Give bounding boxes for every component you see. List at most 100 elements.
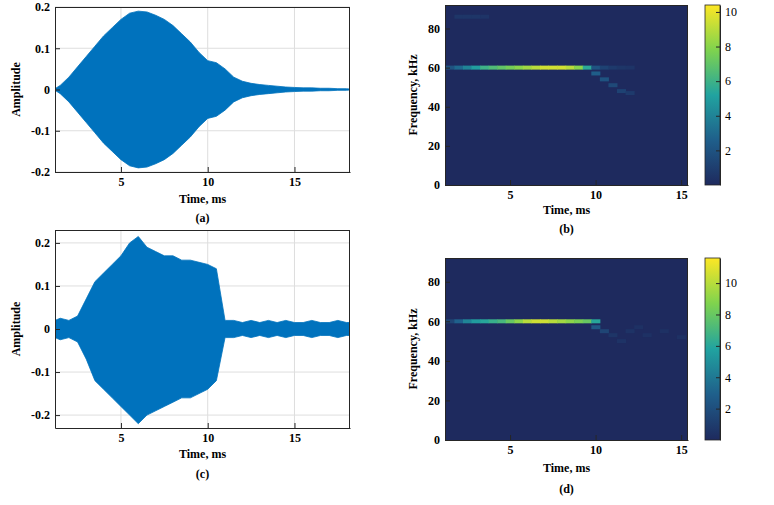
- axis-line: [56, 172, 351, 173]
- plot-background: [55, 7, 350, 172]
- tick-label: 0: [434, 178, 440, 192]
- tick-mark: [510, 180, 511, 185]
- tick: 10: [716, 276, 737, 290]
- tick-mark: [445, 28, 450, 29]
- tick-mark: [716, 81, 720, 82]
- tick: 10: [590, 435, 602, 457]
- heatmap-cell: [497, 319, 506, 323]
- tick-label: 8: [725, 40, 731, 54]
- tick-label: -0.1: [31, 365, 50, 379]
- heatmap-cell: [574, 319, 583, 323]
- panel-label: (d): [559, 482, 574, 496]
- tick-label: 0: [44, 322, 50, 336]
- heatmap-cell: [454, 319, 463, 323]
- tick-label: 0.2: [35, 0, 50, 14]
- panel-label: (b): [559, 222, 574, 236]
- y-axis: -0.2-0.100.10.2: [31, 231, 60, 429]
- tick-label: 10: [202, 175, 214, 189]
- tick: 8: [716, 308, 731, 322]
- tick: 0: [434, 433, 450, 447]
- tick-mark: [445, 146, 450, 147]
- heatmap-cell: [617, 89, 626, 93]
- tick-mark: [596, 435, 597, 440]
- frame: [349, 230, 350, 428]
- colorbar-ramp: [705, 5, 720, 185]
- heatmap-cell: [506, 319, 515, 323]
- axis-line: [720, 6, 721, 186]
- heatmap-cell: [472, 319, 481, 323]
- axis-line: [445, 259, 446, 441]
- colorbar-ramp: [705, 258, 720, 440]
- panel-label: (c): [196, 467, 209, 481]
- tick-mark: [445, 440, 450, 441]
- heatmap-cell: [600, 77, 609, 81]
- heatmap-cell: [557, 319, 566, 323]
- heatmap-cell: [677, 335, 686, 339]
- tick-mark: [55, 243, 60, 244]
- tick-mark: [716, 47, 720, 48]
- signal-envelope: [55, 11, 350, 168]
- tick-label: 40: [428, 100, 440, 114]
- tick-label: 10: [590, 188, 602, 202]
- tick-label: 2: [725, 144, 731, 158]
- tick-label: 15: [676, 188, 688, 202]
- tick: 10: [590, 180, 602, 202]
- tick-mark: [716, 283, 720, 284]
- marks: [445, 5, 688, 185]
- panel: 51015-0.2-0.100.10.2Amplitude: [9, 0, 351, 188]
- heatmap-cell: [489, 319, 498, 323]
- heatmap-cell: [480, 15, 489, 19]
- tick: 40: [428, 354, 450, 368]
- heatmap-cell: [454, 66, 463, 70]
- axis-line: [56, 428, 351, 429]
- tick: 0.2: [35, 0, 60, 14]
- tick-mark: [596, 180, 597, 185]
- heatmap-cell: [472, 15, 481, 19]
- tick-mark: [55, 131, 60, 132]
- y-axis-title: Amplitude: [9, 61, 23, 116]
- figure: 51015-0.2-0.100.10.2AmplitudeTime, ms(a)…: [0, 0, 774, 505]
- heatmap-cell: [463, 15, 472, 19]
- grid-line: [55, 7, 350, 8]
- heatmap-background: [445, 258, 688, 440]
- tick-label: -0.2: [31, 408, 50, 422]
- tick: 6: [716, 74, 731, 88]
- colorbar: 2 4 6 8 10: [705, 258, 737, 441]
- tick-mark: [55, 286, 60, 287]
- axis-line: [445, 6, 446, 186]
- y-axis-title: Amplitude: [9, 301, 23, 356]
- frame: [445, 5, 688, 6]
- y-axis: -0.2-0.100.10.2: [31, 0, 60, 179]
- tick-label: 4: [725, 371, 731, 385]
- tick-label: 6: [725, 339, 731, 353]
- tick-label: 0: [44, 83, 50, 97]
- colorbar-axis: 246810: [716, 5, 737, 185]
- tick-label: 2: [725, 402, 731, 416]
- heatmap-cell: [463, 319, 472, 323]
- tick-mark: [294, 423, 295, 428]
- heatmap-background: [445, 5, 688, 185]
- grid: [55, 7, 350, 172]
- x-axis-title: Time, ms: [543, 203, 590, 217]
- tick-label: 60: [428, 61, 440, 75]
- tick: 60: [428, 61, 450, 75]
- heatmap-cell: [531, 66, 540, 70]
- x-axis-title: Time, ms: [543, 461, 590, 475]
- tick: -0.1: [31, 124, 60, 138]
- tick-label: -0.1: [31, 124, 50, 138]
- heatmap-cell: [608, 66, 617, 70]
- tick-mark: [681, 435, 682, 440]
- marks: [55, 11, 350, 168]
- heatmap-cell: [540, 319, 549, 323]
- heatmap-cell: [514, 66, 523, 70]
- tick-label: 15: [289, 431, 301, 445]
- tick-label: 80: [428, 275, 440, 289]
- heatmap-cell: [583, 66, 592, 70]
- tick-mark: [716, 116, 720, 117]
- heatmap-cell: [660, 329, 669, 333]
- tick: 80: [428, 22, 450, 36]
- heatmap-cell: [523, 66, 532, 70]
- tick-mark: [445, 400, 450, 401]
- tick: 5: [508, 180, 514, 202]
- grid: [55, 230, 350, 428]
